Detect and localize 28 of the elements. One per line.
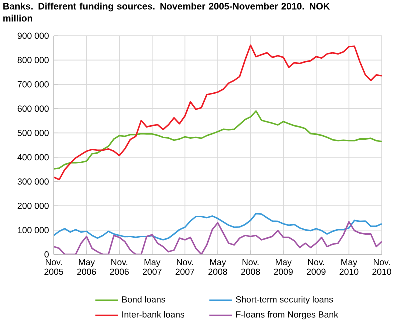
legend-label: F-loans from Norges Bank [236,311,338,320]
x-tick-label: Nov. 2005 [44,259,64,276]
y-tick-label: 400 000 [18,154,49,161]
y-tick-label: 600 000 [18,106,49,112]
x-tick-label: Nov. 2008 [241,259,260,276]
x-tick-label: Nov. 2007 [176,259,195,276]
y-tick-label: 0 [44,252,49,258]
legend-label: Short-term security loans [236,296,334,305]
y-tick-label: 200 000 [18,202,49,210]
x-tick-label: May 2008 [208,259,228,276]
x-tick-label: Nov. 2009 [307,259,326,276]
x-tick-label: May 2009 [274,259,293,276]
y-tick-label: 500 000 [18,130,49,136]
chart-title: Banks. Different funding sources. November 2005-November 2010. NOK million [4,2,330,22]
x-tick-label: May 2010 [340,259,359,276]
line-series [54,44,382,181]
x-tick-label: May 2006 [77,259,96,276]
y-tick-label: 900 000 [18,32,49,40]
x-tick-label: Nov. 2006 [110,259,130,276]
line-series [54,213,382,241]
x-tick-label: Nov. 2010 [372,259,392,276]
legend-label: Bond loans [122,296,166,303]
legend-label: Inter-bank loans [122,311,185,318]
y-tick-label: 300 000 [18,178,49,185]
y-tick-label: 800 000 [18,57,49,64]
y-tick-label: 100 000 [18,227,49,234]
x-tick-label: May 2007 [143,259,162,276]
y-tick-label: 700 000 [18,81,49,88]
